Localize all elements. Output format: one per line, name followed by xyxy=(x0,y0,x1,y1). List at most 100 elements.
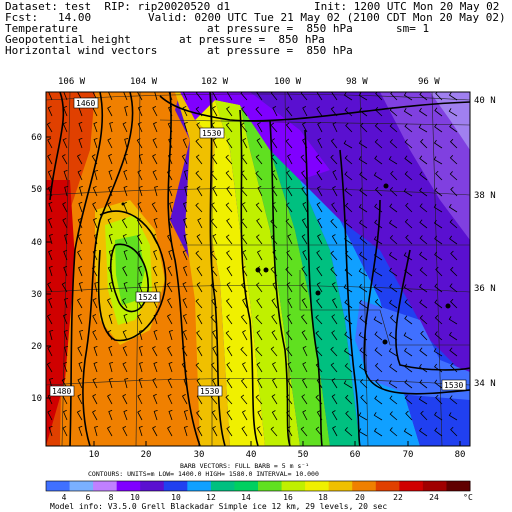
wind-barb xyxy=(419,203,428,213)
wind-barb xyxy=(285,106,293,117)
wind-barb xyxy=(195,362,203,373)
wind-barb xyxy=(182,282,188,293)
wind-barb xyxy=(64,298,69,309)
wind-barb xyxy=(78,137,83,149)
wind-barb xyxy=(374,299,383,309)
wind-barb xyxy=(48,249,53,261)
wind-barb xyxy=(152,426,158,437)
wind-barb xyxy=(358,203,368,213)
wind-barb xyxy=(448,412,458,421)
wind-barb xyxy=(138,154,143,165)
wind-barb xyxy=(212,378,218,389)
contour-label: 1460 xyxy=(76,99,95,108)
wind-barb xyxy=(241,266,248,277)
wind-barb xyxy=(94,282,99,293)
wind-barb xyxy=(47,138,53,149)
wind-barb xyxy=(255,346,263,357)
wind-barb xyxy=(433,204,443,213)
wind-barb xyxy=(403,428,413,437)
colorbar-label: 18 xyxy=(318,493,328,502)
colorbar-cell xyxy=(69,481,94,491)
wind-barb xyxy=(226,378,233,389)
wind-barb xyxy=(242,330,248,341)
wind-barb xyxy=(78,361,83,373)
wind-barb xyxy=(301,266,308,277)
wind-barb xyxy=(433,219,443,229)
wind-barb xyxy=(343,92,353,101)
wind-barb xyxy=(286,426,293,437)
y-tick-label: 10 xyxy=(31,394,42,404)
wind-barb xyxy=(109,122,114,133)
wind-barb xyxy=(94,234,99,245)
wind-barb xyxy=(77,314,83,325)
colorbar-label: 10 xyxy=(171,493,181,502)
wind-barb xyxy=(138,186,143,197)
wind-barb xyxy=(181,346,188,357)
wind-barb xyxy=(182,201,188,213)
wind-barb xyxy=(47,186,53,197)
wind-barb xyxy=(122,122,128,133)
wind-barb xyxy=(257,410,263,421)
wind-barb xyxy=(137,122,143,133)
lon-label: 100 W xyxy=(274,77,302,87)
field1-level: at pressure = 850 hPa xyxy=(207,22,353,35)
wind-barb xyxy=(64,186,69,197)
wind-barb xyxy=(270,234,278,245)
wind-barb xyxy=(93,361,98,373)
wind-barb xyxy=(167,234,173,245)
wind-barb xyxy=(210,266,218,277)
x-tick-label: 30 xyxy=(194,450,205,460)
wind-barb xyxy=(331,410,338,421)
wind-barb xyxy=(374,123,383,133)
wind-barb xyxy=(420,410,428,421)
wind-barb xyxy=(138,281,143,293)
wind-barb xyxy=(255,394,263,405)
wind-barb xyxy=(389,267,398,277)
wind-barb xyxy=(285,394,293,405)
wind-barb xyxy=(182,314,188,325)
wind-barb xyxy=(404,395,413,405)
wind-barb xyxy=(107,185,113,197)
wind-barb xyxy=(302,410,308,421)
wind-barb xyxy=(225,298,233,309)
wind-barb xyxy=(450,362,458,373)
wind-barb xyxy=(373,316,383,325)
wind-barb xyxy=(182,106,188,117)
y-tick-label: 20 xyxy=(31,342,42,352)
wind-barb xyxy=(315,346,323,357)
colorbar-label: °C xyxy=(463,493,473,502)
wind-barb xyxy=(419,155,428,165)
wind-barb xyxy=(107,218,113,229)
wind-barb xyxy=(434,331,443,341)
colorbar-label: 24 xyxy=(429,493,439,502)
wind-barb xyxy=(358,332,368,341)
wind-barb xyxy=(331,298,338,309)
wind-barb xyxy=(257,186,263,197)
wind-barb xyxy=(212,346,218,357)
wind-barb xyxy=(210,362,218,373)
wind-barb xyxy=(419,92,428,101)
wind-barb xyxy=(434,411,443,421)
wind-barb xyxy=(256,330,263,341)
wind-barb xyxy=(226,282,233,293)
wind-barb xyxy=(152,170,158,181)
wind-barb xyxy=(286,186,293,197)
wind-barb xyxy=(169,202,174,213)
wind-barb xyxy=(225,394,233,405)
wind-barb xyxy=(285,266,293,277)
wind-barb xyxy=(301,170,308,181)
wind-barb xyxy=(226,346,233,357)
wind-barb xyxy=(345,122,353,133)
wind-barb xyxy=(404,267,413,277)
wind-barb xyxy=(404,155,413,165)
wind-barb xyxy=(183,410,188,421)
wind-barb xyxy=(389,107,398,117)
lat-label: 38 N xyxy=(474,191,496,201)
wind-barb xyxy=(272,282,278,293)
wind-barb xyxy=(449,219,458,229)
wind-barb xyxy=(240,170,248,181)
wind-barb xyxy=(360,394,368,405)
wind-barb xyxy=(153,410,158,421)
wind-barb xyxy=(345,250,353,261)
wind-barb xyxy=(449,155,458,165)
